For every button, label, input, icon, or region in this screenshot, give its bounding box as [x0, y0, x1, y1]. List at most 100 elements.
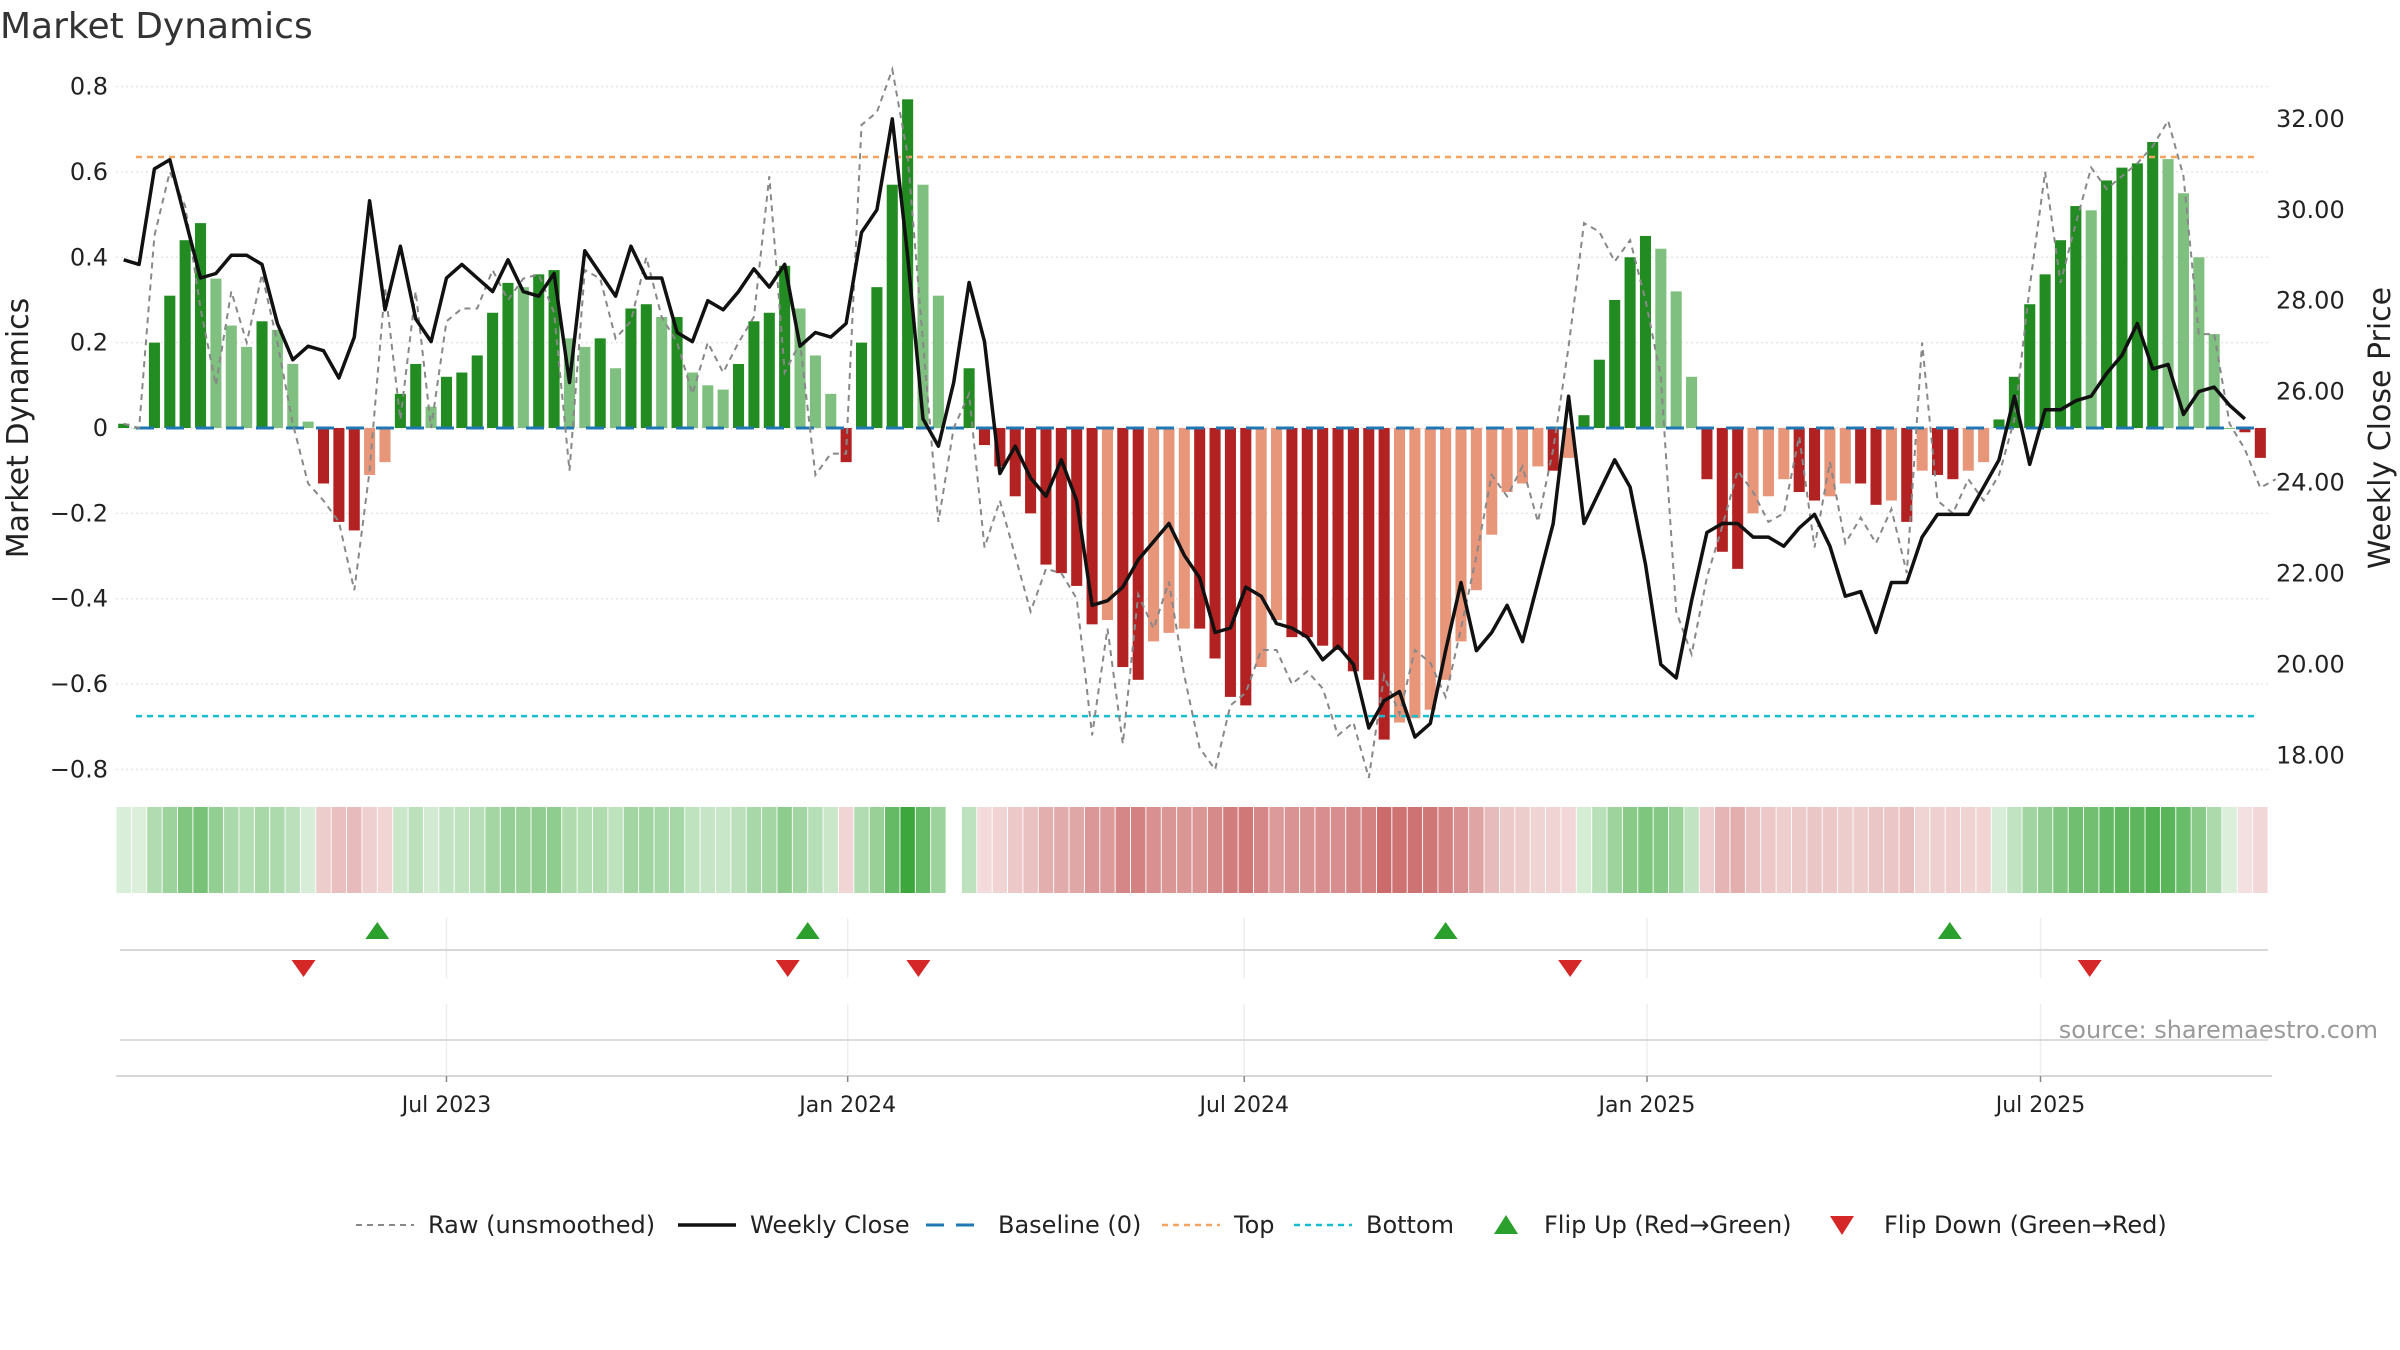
dynamics-bar [825, 393, 837, 428]
dynamics-bar [1009, 428, 1021, 497]
y2-tick-label: 28.00 [2276, 287, 2345, 315]
heat-cell [2068, 807, 2084, 893]
dynamics-bar [1701, 428, 1713, 480]
dynamics-bar [1593, 359, 1605, 428]
legend-swatch [1494, 1215, 1518, 1234]
dynamics-bar [2254, 428, 2266, 458]
heat-cell [1561, 807, 1576, 893]
dynamics-bar [1624, 257, 1636, 428]
dynamics-bar [1409, 428, 1421, 719]
dynamics-bar [425, 406, 437, 428]
dynamics-bar [1317, 428, 1329, 646]
dynamics-bar [1639, 235, 1651, 428]
legend-label: Top [1233, 1211, 1275, 1239]
heat-cell [885, 807, 900, 893]
heat-cell [1423, 807, 1438, 893]
heat-cell [2253, 807, 2268, 893]
dynamics-bar [179, 240, 191, 428]
y-axis-label: Market Dynamics [1, 298, 36, 559]
dynamics-bar [1286, 428, 1298, 638]
dynamics-bar [763, 312, 775, 428]
dynamics-bar [1055, 428, 1067, 574]
dynamics-bar [2101, 180, 2113, 428]
dynamics-bar [686, 372, 698, 428]
heat-cell [562, 807, 577, 893]
heat-cell [1269, 807, 1284, 893]
dynamics-bar [886, 184, 898, 428]
dynamics-bar [1240, 428, 1252, 706]
dynamics-bar [1393, 428, 1406, 723]
heat-cell [147, 807, 162, 893]
heat-cell [931, 807, 946, 893]
heat-cell [1914, 807, 1930, 893]
y-tick-label: 0.2 [70, 329, 108, 357]
dynamics-bar [1670, 291, 1682, 428]
flip-down-marker [2077, 960, 2102, 977]
heat-cell [2099, 807, 2114, 893]
heat-cell [762, 807, 777, 893]
heat-cell [1177, 807, 1192, 893]
series-lines [123, 65, 2277, 779]
heat-cell [300, 807, 316, 893]
dynamics-bar [317, 428, 330, 484]
heat-cell [1315, 807, 1330, 893]
dynamics-bar [1501, 428, 1513, 493]
dynamics-bars [118, 99, 2266, 740]
dynamics-bar [379, 428, 391, 463]
flip-down-marker [775, 960, 800, 977]
dynamics-bar [1347, 428, 1359, 672]
dynamics-bar [410, 363, 422, 428]
dynamics-bar [456, 372, 468, 428]
heat-cell [2007, 807, 2022, 893]
dynamics-bar [1224, 428, 1236, 697]
y-tick-label: 0 [93, 414, 108, 442]
y-tick-label: −0.6 [50, 670, 108, 698]
heat-cell [454, 807, 470, 893]
dynamics-bar [195, 223, 207, 428]
dynamics-bar [2147, 142, 2159, 428]
dynamics-bar [256, 321, 268, 428]
dynamics-bar [2239, 428, 2251, 433]
dynamics-bar [302, 421, 314, 428]
y-tick-label: 0.8 [70, 73, 108, 101]
legend: Raw (unsmoothed) Weekly Close Baseline (0)… [356, 1211, 2167, 1239]
dynamics-bar [271, 329, 283, 428]
heat-cell [1515, 807, 1530, 893]
heat-cell [823, 807, 838, 893]
heat-cell [1054, 807, 1069, 893]
dynamics-bar [702, 385, 714, 428]
dynamics-bar [1271, 428, 1283, 621]
y-tick-label: −0.2 [50, 499, 108, 527]
dynamics-bar [840, 428, 852, 463]
flip-up-marker [1433, 922, 1458, 939]
dynamics-bar [364, 428, 376, 475]
heat-cell [2191, 807, 2207, 893]
dynamics-bar [1101, 428, 1113, 621]
dynamics-bar [594, 338, 606, 428]
dynamics-bar [610, 368, 622, 428]
dynamics-bar [1025, 428, 1037, 514]
right-axis-ticks: 32.00 30.00 28.00 26.00 24.00 22.00 20.00 18.00 [2276, 105, 2345, 769]
heat-cell [961, 807, 977, 893]
heat-cell [1592, 807, 1607, 893]
heat-cell [1192, 807, 1207, 893]
dynamics-bar [733, 363, 745, 428]
dynamics-bar [1855, 428, 1867, 484]
heat-cell [1668, 807, 1684, 893]
dynamics-bar [779, 265, 791, 428]
heat-cell [1361, 807, 1376, 893]
y-tick-label: 0.4 [70, 243, 108, 271]
heat-cell [1146, 807, 1161, 893]
heat-cell [746, 807, 762, 893]
dynamics-bar [1163, 428, 1175, 633]
dynamics-bar [1194, 428, 1206, 629]
heat-cell [1008, 807, 1023, 893]
heat-cell [239, 807, 254, 893]
dynamics-bar [1901, 428, 1913, 522]
dynamics-bar [118, 423, 130, 428]
dynamics-bar [640, 304, 652, 428]
heat-cell [408, 807, 423, 893]
heat-cell [1976, 807, 1991, 893]
heat-cell [500, 807, 516, 893]
